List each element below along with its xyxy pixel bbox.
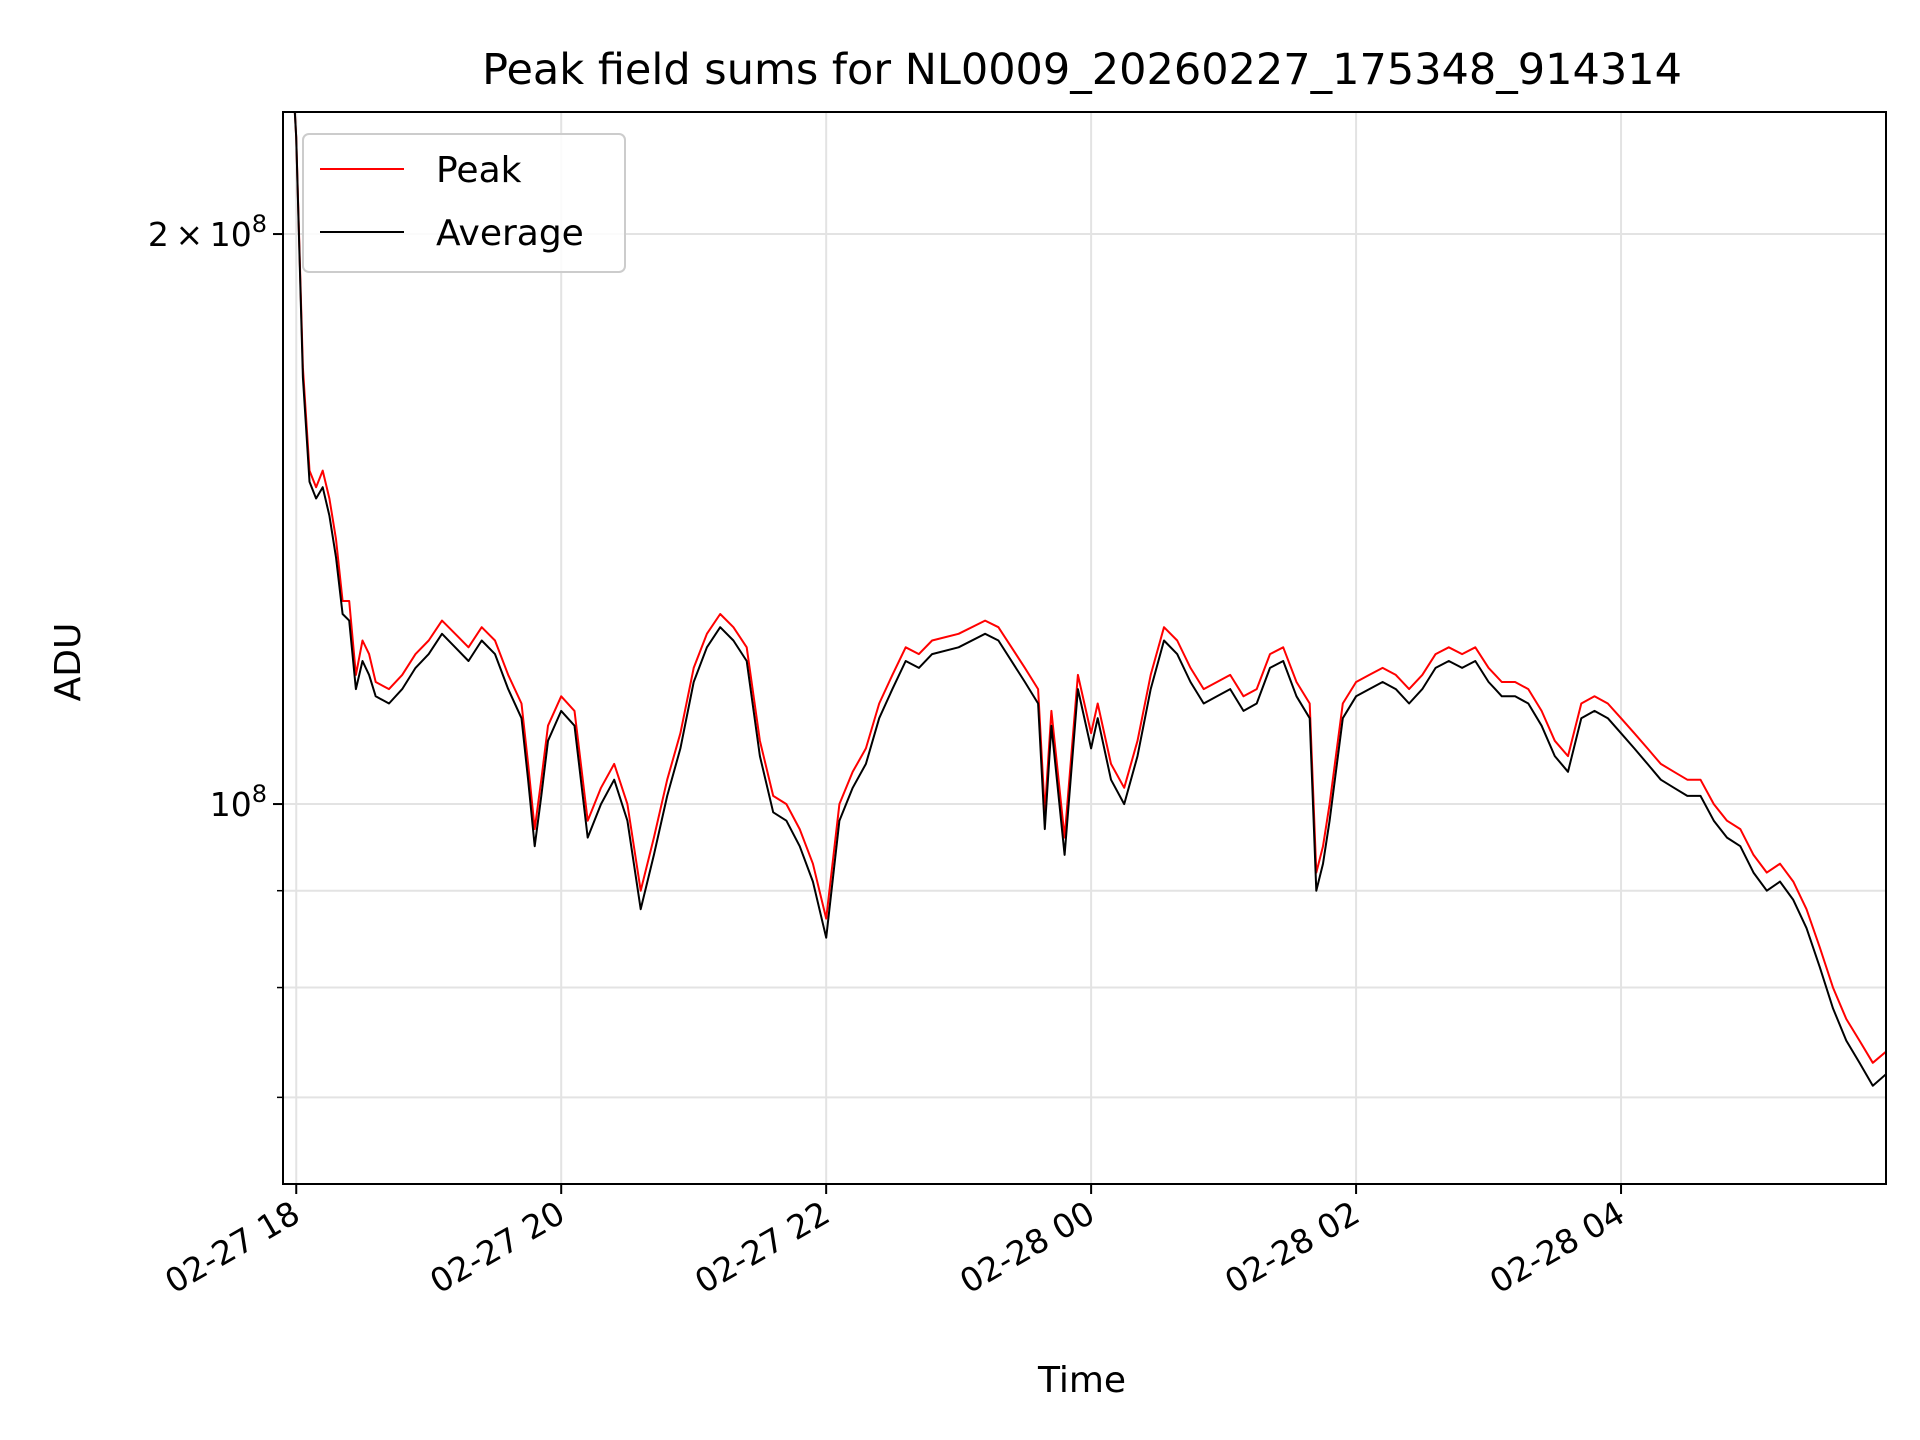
- legend-label-peak: Peak: [436, 150, 522, 191]
- plot-frame: [282, 111, 1887, 1185]
- legend: Peak Average: [302, 133, 626, 273]
- series-line-average: [293, 112, 1886, 1087]
- chart-title: Peak field sums for NL0009_20260227_1753…: [482, 45, 1682, 95]
- x-axis-label: Time: [1037, 1360, 1126, 1401]
- legend-label-average: Average: [436, 213, 584, 254]
- series-layer: [293, 112, 1886, 1087]
- series-line-peak: [293, 112, 1886, 1064]
- grid: [283, 112, 1886, 1184]
- y-axis-label: ADU: [48, 623, 89, 702]
- y-tick-label: 108: [210, 780, 267, 824]
- y-axis: 2 × 108 108: [148, 210, 283, 1099]
- y-tick-label: 2 × 108: [148, 210, 267, 254]
